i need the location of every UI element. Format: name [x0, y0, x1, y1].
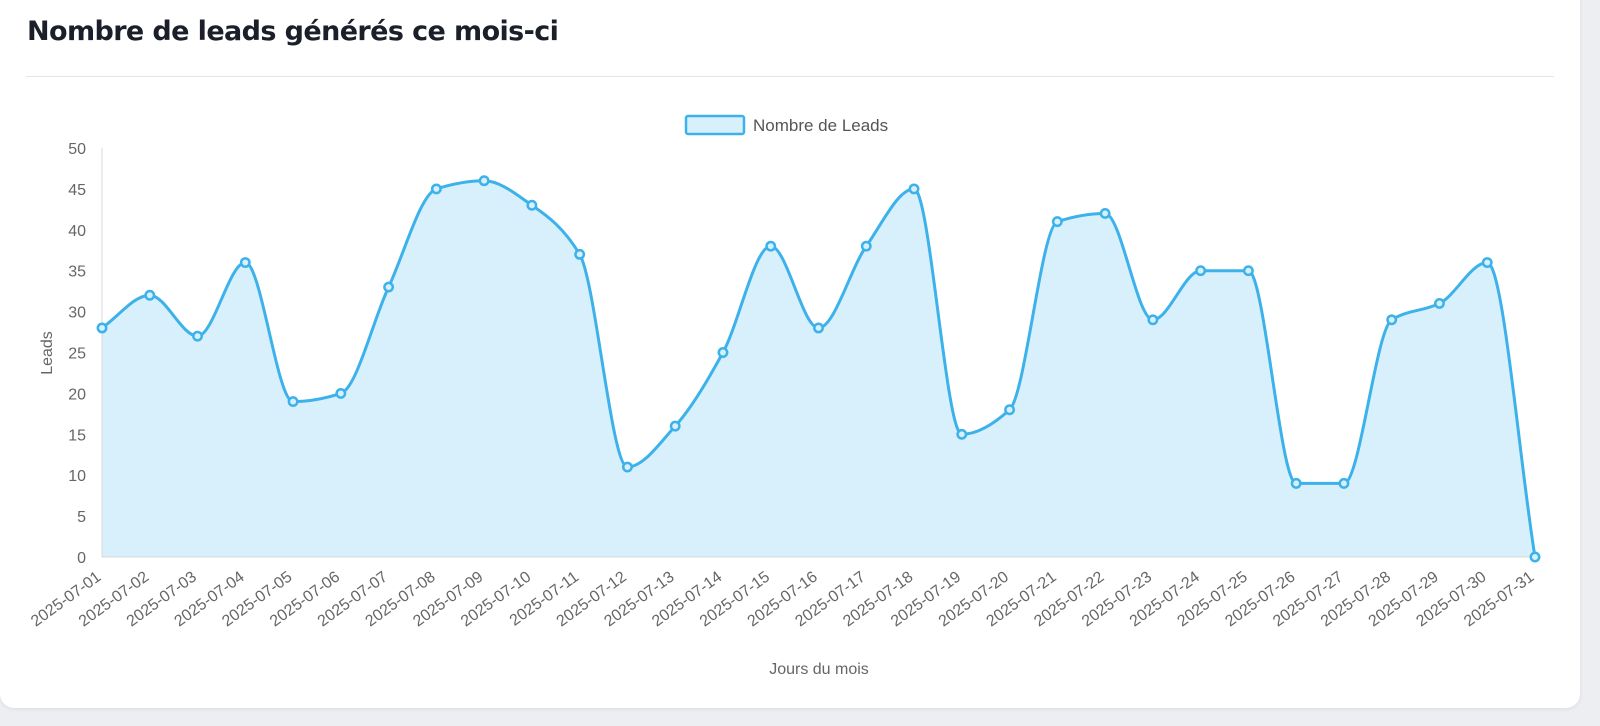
legend-swatch [684, 114, 746, 136]
y-tick-label: 45 [68, 182, 86, 199]
data-point[interactable] [765, 240, 777, 252]
data-point[interactable] [1290, 477, 1302, 489]
data-point[interactable] [1434, 297, 1445, 309]
y-tick-label: 50 [68, 141, 86, 158]
data-point[interactable] [1529, 551, 1541, 563]
data-point[interactable] [96, 322, 108, 334]
data-point[interactable] [1147, 314, 1159, 326]
data-point[interactable] [1481, 257, 1493, 268]
y-tick-label: 0 [77, 550, 86, 567]
data-point[interactable] [908, 183, 920, 195]
y-tick-label: 40 [68, 223, 86, 240]
series-line-layer [101, 179, 1537, 558]
card-title: Nombre de leads générés ce mois-ci [27, 16, 559, 47]
legend[interactable]: Nombre de Leads [684, 114, 888, 136]
y-tick-labels: 0 5 10 15 20 25 30 35 40 45 50 [68, 141, 86, 567]
data-point[interactable] [192, 330, 203, 342]
data-point[interactable] [1195, 265, 1207, 277]
data-point[interactable] [383, 281, 395, 293]
data-points-layer [96, 175, 1541, 563]
y-tick-label: 25 [68, 346, 86, 363]
data-point[interactable] [1051, 216, 1063, 228]
y-tick-label: 35 [68, 264, 86, 281]
data-point[interactable] [1242, 265, 1254, 277]
series-line [101, 179, 1537, 558]
data-point[interactable] [813, 322, 824, 334]
series-area-fill [102, 180, 1535, 557]
data-point[interactable] [1386, 314, 1398, 326]
axes-layer [101, 148, 1535, 558]
data-point[interactable] [335, 387, 347, 399]
data-point[interactable] [717, 347, 729, 358]
data-point[interactable] [956, 428, 968, 440]
legend-label: Nombre de Leads [753, 116, 888, 135]
data-point[interactable] [1099, 207, 1111, 219]
y-axis-title: Leads [39, 331, 56, 375]
area-fill-layer [102, 180, 1535, 557]
data-point[interactable] [1338, 477, 1350, 489]
data-point[interactable] [430, 183, 442, 195]
data-point[interactable] [287, 396, 299, 408]
data-point[interactable] [1004, 404, 1016, 416]
y-tick-label: 10 [68, 468, 86, 485]
y-tick-label: 30 [68, 305, 86, 322]
data-point[interactable] [144, 289, 156, 301]
data-point[interactable] [669, 420, 681, 432]
data-point[interactable] [860, 240, 872, 252]
x-tick-labels: 2025-07-012025-07-022025-07-032025-07-04… [28, 568, 1537, 630]
y-tick-label: 5 [77, 509, 86, 526]
y-tick-label: 20 [68, 386, 86, 403]
y-tick-label: 15 [68, 427, 86, 444]
title-divider [26, 76, 1554, 77]
data-point[interactable] [478, 175, 490, 187]
data-point[interactable] [621, 461, 633, 473]
data-point[interactable] [526, 199, 538, 211]
data-point[interactable] [239, 257, 251, 268]
x-axis-title: Jours du mois [769, 661, 869, 678]
data-point[interactable] [574, 248, 586, 260]
